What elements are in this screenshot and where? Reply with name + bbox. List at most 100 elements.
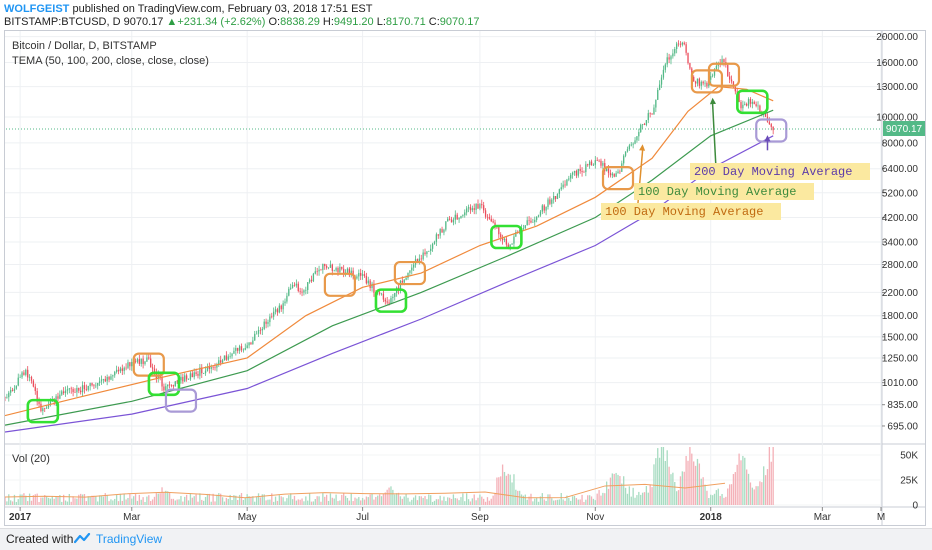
candle-body [269, 316, 271, 323]
candle-body [174, 381, 176, 387]
volume-bar [689, 447, 691, 505]
candle-body [348, 268, 351, 276]
candle-body [189, 373, 192, 380]
volume-bar [386, 489, 388, 505]
candle-body [352, 270, 354, 276]
candle-body [335, 268, 337, 271]
candle-body [411, 267, 413, 271]
candle-body [539, 211, 542, 216]
candle-body [255, 333, 258, 335]
candle-body [263, 321, 265, 329]
volume-bar [377, 495, 379, 505]
annotation-100-green-label: 100 Day Moving Average [638, 185, 796, 199]
volume-bar [265, 500, 267, 505]
volume-bar [626, 493, 629, 505]
volume-bar [148, 495, 150, 505]
candle-body [736, 91, 738, 93]
candle-body [515, 231, 517, 237]
tradingview-link[interactable]: TradingView [96, 532, 163, 546]
chart-frame[interactable]: 695.00 835.00 1010.00 1250.00 1500.00 1800.00… [4, 30, 926, 526]
candle-body [702, 81, 704, 84]
candle-body [456, 214, 458, 220]
candle-body [261, 328, 263, 331]
volume-bar [127, 497, 129, 505]
candle-body [142, 358, 144, 364]
volume-bar [623, 476, 625, 505]
candle-body [307, 282, 309, 291]
volume-bar [394, 494, 396, 505]
candle-body [700, 81, 702, 86]
candle-body [513, 236, 515, 244]
green-box [26, 398, 60, 424]
candle-body [469, 207, 472, 211]
candle-body [770, 124, 772, 127]
volume-bar [352, 501, 354, 505]
candle-body [252, 340, 254, 345]
volume-bar [106, 495, 108, 505]
volume-bar [288, 495, 290, 505]
candle-body [394, 293, 396, 297]
volume-bar [45, 496, 48, 505]
volume-bar [182, 501, 184, 505]
volume-bar [271, 493, 273, 505]
volume-bar [757, 486, 759, 505]
volume-bar [153, 496, 156, 505]
volume-bar [165, 490, 167, 505]
volume-bar [214, 501, 216, 505]
candle-body [462, 215, 464, 217]
author-link[interactable]: WOLFGEIST [4, 3, 70, 15]
price-tick-label: 1010.00 [882, 378, 919, 389]
candle-body [233, 350, 235, 354]
candle-body [401, 280, 403, 283]
volume-bar [515, 489, 517, 505]
candle-body [333, 270, 335, 272]
candle-body [290, 287, 292, 289]
volume-bar [53, 498, 55, 505]
volume-bar [734, 472, 736, 505]
volume-bar [93, 495, 95, 505]
candle-body [704, 82, 706, 84]
volume-bar [676, 491, 678, 505]
candle-body [545, 206, 547, 211]
price-axis[interactable]: 695.00 835.00 1010.00 1250.00 1500.00 1800.00… [876, 32, 918, 432]
candle-body [647, 113, 649, 121]
candle-body [66, 389, 69, 391]
candle-body [524, 225, 526, 229]
volume-bar [202, 500, 205, 505]
candle-body [180, 376, 182, 381]
volume-bar [501, 464, 504, 505]
candle-body [392, 296, 394, 299]
candle-body [693, 76, 695, 82]
volume-bar [443, 496, 445, 505]
volume-bar [382, 493, 385, 505]
volume-bar [170, 498, 173, 505]
volume-bar [674, 482, 676, 505]
volume-bar [104, 493, 106, 505]
volume-bar [605, 481, 608, 505]
candle-body [437, 234, 439, 236]
chart-title: Bitcoin / Dollar, D, BITSTAMP [12, 40, 157, 52]
volume-bar [273, 501, 275, 505]
volume-bar [418, 496, 421, 505]
candle-body [271, 316, 273, 318]
volume-bar [284, 501, 286, 505]
volume-bar [407, 497, 409, 505]
volume-bar [475, 500, 477, 505]
volume-bar [770, 461, 772, 505]
volume-bar [746, 469, 748, 505]
volume-bar [354, 497, 356, 505]
time-axis[interactable]: 2017 Mar May Jul Sep Nov 2018 Mar M [9, 507, 885, 523]
candle-body [553, 196, 555, 200]
volume-bar [174, 500, 176, 505]
candle-body [38, 401, 40, 404]
candle-body [57, 396, 59, 399]
volume-bar [316, 496, 318, 505]
volume-bar [390, 486, 392, 505]
volume-bar [180, 495, 182, 505]
price-chart[interactable]: 695.00 835.00 1010.00 1250.00 1500.00 1800.00… [5, 31, 925, 525]
volume-bar [465, 493, 468, 505]
volume-bar [64, 500, 67, 505]
candle-body [318, 269, 320, 272]
volume-bar [715, 490, 718, 505]
time-tick-label: Mar [123, 512, 141, 523]
